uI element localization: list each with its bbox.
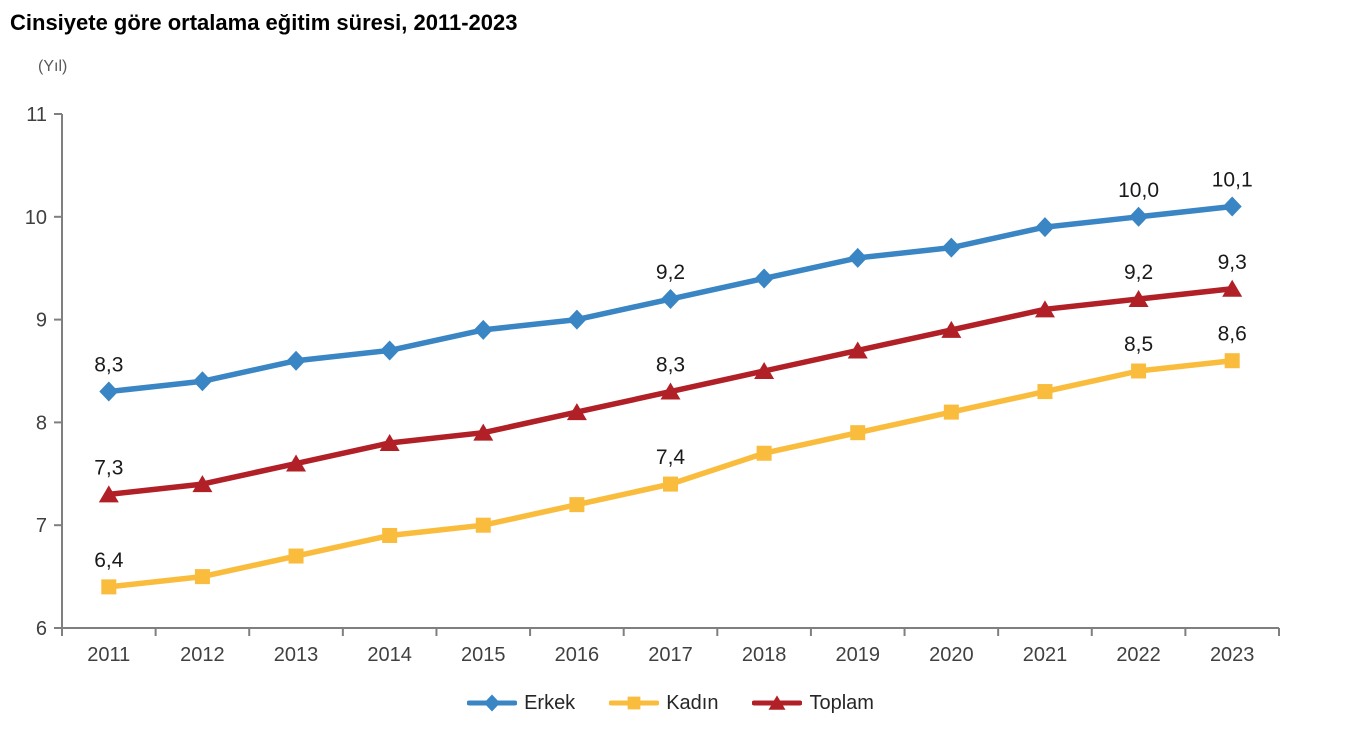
legend-triangle-icon	[752, 695, 803, 710]
marker-square	[627, 696, 641, 710]
marker-square	[1037, 384, 1053, 400]
point-label: 10,0	[1118, 179, 1159, 202]
marker-square	[382, 527, 398, 543]
y-tick-label: 8	[36, 412, 47, 434]
marker-triangle	[192, 475, 213, 493]
marker-square	[943, 404, 959, 420]
legend-item-kadın: Kadın	[609, 693, 718, 713]
legend-diamond-icon	[467, 694, 518, 712]
marker-triangle	[1222, 279, 1243, 297]
legend-square-icon	[609, 696, 660, 710]
marker-diamond	[1129, 206, 1149, 227]
marker-diamond	[1222, 196, 1242, 217]
point-label: 8,3	[656, 354, 685, 377]
marker-square	[569, 497, 585, 513]
marker-triangle	[847, 341, 868, 359]
marker-triangle	[379, 433, 400, 451]
marker-triangle	[1128, 290, 1149, 308]
point-label: 9,3	[1218, 251, 1247, 274]
chart-legend: Erkek Kadın Toplam	[62, 693, 1279, 713]
marker-diamond	[483, 694, 501, 712]
marker-diamond	[286, 350, 306, 371]
x-tick-label: 2011	[87, 644, 130, 666]
y-axis-unit-label: (Yıl)	[38, 58, 68, 75]
marker-triangle	[473, 423, 494, 441]
x-tick-label: 2016	[555, 644, 600, 666]
marker-square	[1224, 353, 1240, 369]
x-tick-label: 2018	[742, 644, 787, 666]
point-label: 8,5	[1124, 333, 1153, 356]
legend-item-toplam: Toplam	[752, 692, 874, 714]
marker-triangle	[768, 695, 786, 710]
y-tick-label: 10	[25, 207, 47, 229]
marker-triangle	[98, 485, 119, 503]
marker-square	[663, 476, 678, 492]
x-tick-label: 2013	[274, 644, 319, 666]
marker-square	[475, 517, 491, 533]
point-label: 9,2	[656, 261, 685, 284]
x-tick-label: 2017	[648, 644, 693, 666]
marker-triangle	[754, 362, 775, 379]
marker-triangle	[1034, 300, 1055, 318]
marker-triangle	[286, 454, 307, 472]
x-tick-label: 2021	[1023, 644, 1068, 666]
point-label: 6,4	[94, 549, 124, 572]
marker-square	[850, 425, 866, 441]
legend-label: Toplam	[809, 692, 874, 714]
point-label: 7,3	[94, 456, 123, 479]
y-tick-label: 6	[36, 618, 47, 640]
marker-diamond	[754, 268, 774, 289]
marker-diamond	[567, 309, 587, 330]
x-tick-label: 2015	[461, 644, 506, 666]
marker-diamond	[848, 247, 868, 268]
y-tick-label: 9	[36, 310, 47, 332]
legend-item-erkek: Erkek	[467, 693, 575, 713]
chart-title: Cinsiyete göre ortalama eğitim süresi, 2…	[10, 10, 518, 35]
marker-diamond	[1035, 217, 1055, 238]
marker-diamond	[661, 289, 680, 310]
point-label: 9,2	[1124, 261, 1153, 284]
marker-square	[101, 579, 117, 595]
marker-square	[756, 445, 772, 461]
marker-square	[1131, 363, 1147, 379]
point-label: 7,4	[656, 446, 686, 469]
marker-diamond	[192, 371, 212, 392]
x-tick-label: 2012	[180, 644, 225, 666]
y-tick-label: 11	[26, 104, 47, 126]
x-tick-label: 2020	[929, 644, 974, 666]
marker-diamond	[473, 319, 493, 340]
legend-label: Kadın	[666, 692, 719, 714]
point-label: 10,1	[1212, 169, 1253, 192]
x-tick-label: 2014	[367, 644, 412, 666]
marker-square	[288, 548, 304, 564]
marker-diamond	[99, 381, 119, 402]
marker-triangle	[660, 382, 681, 400]
legend-label: Erkek	[524, 692, 576, 714]
x-tick-label: 2023	[1210, 644, 1255, 666]
x-tick-label: 2022	[1116, 644, 1161, 666]
point-label: 8,3	[94, 354, 123, 377]
marker-diamond	[380, 340, 400, 361]
marker-diamond	[941, 237, 961, 258]
marker-triangle	[941, 320, 962, 338]
marker-triangle	[566, 403, 587, 421]
x-tick-label: 2019	[835, 644, 880, 666]
marker-square	[194, 569, 210, 585]
point-label: 8,6	[1218, 323, 1247, 346]
y-tick-label: 7	[36, 515, 47, 537]
